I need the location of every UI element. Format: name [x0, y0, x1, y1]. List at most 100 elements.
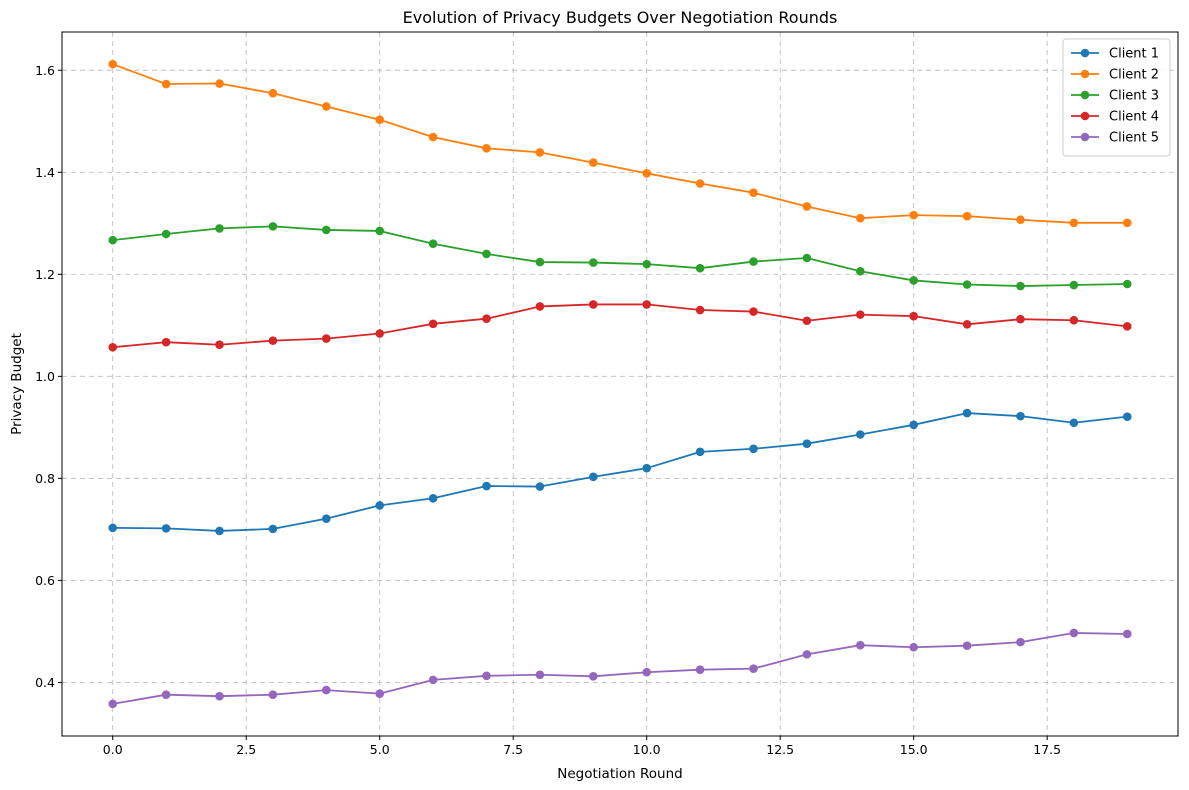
- plot-frame: [61, 31, 1179, 737]
- data-point: [749, 664, 758, 673]
- series-2: [108, 59, 1132, 228]
- legend-label: Client 5: [1109, 131, 1159, 146]
- axis-ticks: 0.0 2.5 5.0 7.5 10.0 12.5 15.0 17.5 0.4 0.6 0.8 1.0…: [35, 63, 1061, 757]
- data-point: [1069, 315, 1079, 325]
- legend-marker: [1080, 111, 1090, 121]
- data-point: [428, 239, 438, 249]
- data-point: [375, 329, 385, 338]
- legend-label: Client 1: [1109, 47, 1159, 62]
- data-point: [1016, 215, 1025, 225]
- data-point: [1069, 628, 1079, 638]
- data-point: [535, 670, 545, 680]
- series-line: [112, 632, 1128, 705]
- data-point: [161, 337, 171, 347]
- data-point: [375, 115, 385, 125]
- series-line: [112, 303, 1128, 349]
- data-point: [749, 444, 758, 454]
- data-point: [375, 689, 385, 698]
- data-point: [695, 179, 705, 188]
- data-point: [268, 336, 278, 345]
- data-point: [268, 222, 278, 231]
- data-point: [1016, 411, 1025, 421]
- series-lines: [108, 59, 1132, 709]
- data-point: [428, 675, 438, 685]
- data-point: [1069, 418, 1079, 428]
- data-point: [268, 524, 278, 534]
- legend: Client 1 Client 2 Client 3 Client 4 Client 5: [1062, 38, 1171, 157]
- data-point: [962, 641, 972, 651]
- data-point: [1016, 314, 1025, 324]
- chart-title: Evolution of Privacy Budgets Over Negoti…: [403, 8, 838, 27]
- data-point: [962, 408, 972, 418]
- data-point: [962, 280, 972, 289]
- legend-box: [1062, 38, 1171, 157]
- data-point: [215, 526, 224, 536]
- data-point: [322, 225, 331, 235]
- data-point: [802, 650, 812, 659]
- data-point: [1122, 629, 1132, 639]
- legend-label: Client 3: [1109, 89, 1159, 104]
- data-point: [855, 266, 865, 276]
- data-point: [108, 699, 118, 709]
- y-axis-label: Privacy Budget: [9, 333, 25, 435]
- x-tick-label: 10.0: [633, 742, 661, 757]
- data-point: [215, 691, 224, 701]
- data-point: [589, 300, 598, 309]
- series-line: [112, 412, 1128, 532]
- x-tick-label: 7.5: [503, 742, 523, 757]
- y-tick-label: 0.8: [35, 471, 55, 486]
- legend-marker: [1080, 132, 1090, 142]
- data-point: [322, 685, 331, 695]
- data-point: [535, 302, 545, 311]
- series-line: [112, 225, 1128, 287]
- y-tick-label: 1.4: [35, 165, 55, 180]
- legend-marker: [1080, 90, 1090, 100]
- data-point: [268, 690, 278, 699]
- series-3: [108, 222, 1132, 291]
- data-point: [749, 257, 758, 266]
- data-point: [215, 340, 224, 350]
- data-point: [855, 213, 865, 223]
- y-tick-label: 1.2: [35, 267, 55, 282]
- y-tick-label: 1.6: [35, 63, 55, 78]
- data-point: [482, 481, 491, 491]
- data-point: [962, 320, 972, 329]
- data-point: [428, 132, 438, 142]
- data-point: [1122, 279, 1132, 289]
- data-point: [909, 420, 918, 430]
- data-point: [695, 263, 705, 273]
- x-tick-label: 0.0: [103, 742, 123, 757]
- data-point: [322, 102, 331, 111]
- data-point: [108, 59, 118, 69]
- data-point: [1016, 637, 1025, 647]
- y-tick-label: 1.0: [35, 369, 55, 384]
- data-point: [802, 202, 812, 211]
- x-tick-label: 5.0: [370, 742, 390, 757]
- legend-label: Client 4: [1109, 110, 1159, 125]
- legend-marker: [1080, 69, 1090, 79]
- data-point: [535, 148, 545, 157]
- data-point: [695, 305, 705, 315]
- x-tick-label: 2.5: [236, 742, 256, 757]
- x-tick-label: 15.0: [900, 742, 928, 757]
- data-point: [535, 257, 545, 267]
- data-point: [1069, 218, 1079, 228]
- data-point: [589, 672, 598, 681]
- data-point: [161, 690, 171, 699]
- data-point: [161, 79, 171, 89]
- data-point: [909, 210, 918, 220]
- series-4: [108, 300, 1132, 352]
- data-point: [535, 482, 545, 491]
- data-point: [375, 501, 385, 510]
- data-point: [749, 188, 758, 197]
- series-line: [112, 63, 1128, 224]
- legend-marker: [1080, 48, 1090, 58]
- data-point: [428, 493, 438, 503]
- data-point: [215, 224, 224, 233]
- data-point: [962, 211, 972, 221]
- data-point: [642, 259, 651, 269]
- data-point: [322, 514, 331, 523]
- data-point: [268, 88, 278, 98]
- data-point: [1122, 412, 1132, 421]
- legend-label: Client 2: [1109, 68, 1159, 83]
